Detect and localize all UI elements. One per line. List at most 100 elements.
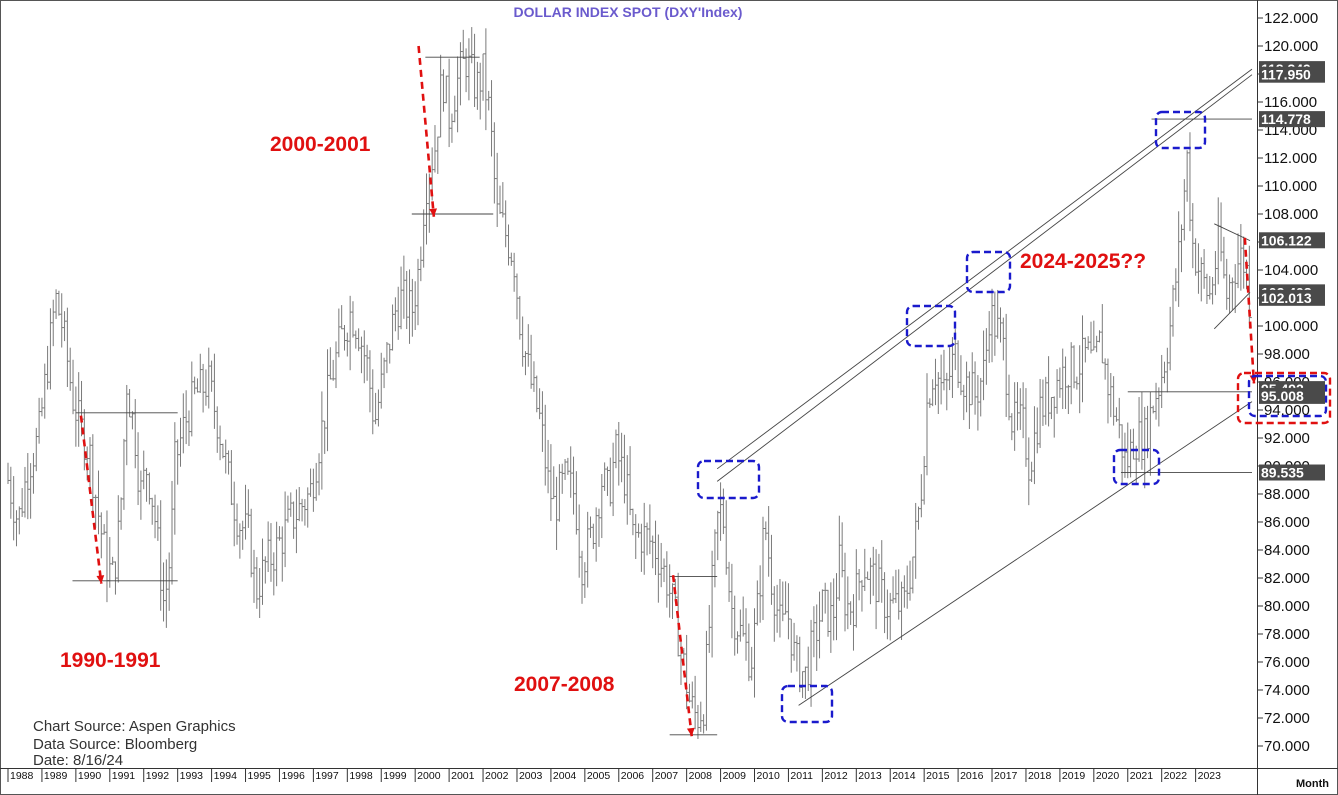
x-tick-label: 1988: [10, 770, 34, 782]
x-tick-label: 2003: [519, 770, 543, 782]
x-tick-label: 1998: [349, 770, 373, 782]
date-text: Date: 8/16/24: [33, 752, 123, 769]
blue-box-2021: [1112, 448, 1161, 486]
y-tick-label: 82.000: [1264, 570, 1310, 587]
blue-box-2022: [1154, 110, 1207, 150]
x-tick-label: 2017: [994, 770, 1018, 782]
x-tick-label: 1989: [44, 770, 68, 782]
price-badge: [1259, 464, 1325, 481]
x-tick-label: 2014: [892, 770, 916, 782]
y-tick-label: 92.000: [1264, 430, 1310, 447]
x-tick-label: 2012: [824, 770, 848, 782]
y-tick-label: 78.000: [1264, 626, 1310, 643]
x-tick-label: 1997: [315, 770, 339, 782]
y-tick-label: 84.000: [1264, 542, 1310, 559]
x-tick-label: 2016: [960, 770, 984, 782]
x-tick-label: 2013: [858, 770, 882, 782]
x-tick-label: 2010: [757, 770, 781, 782]
price-badge-label: 106.122: [1261, 232, 1312, 248]
y-tick-label: 80.000: [1264, 598, 1310, 615]
x-tick-label: 2020: [1096, 770, 1120, 782]
price-badge-label: 89.535: [1261, 465, 1304, 481]
x-tick-label: 1991: [112, 770, 136, 782]
blue-box-2008: [696, 459, 761, 500]
x-tick-label: 2009: [723, 770, 747, 782]
y-tick-label: 110.000: [1264, 178, 1317, 195]
period-label-1990: 1990-1991: [60, 649, 161, 672]
y-tick-label: 122.000: [1264, 10, 1318, 27]
price-badge-label: 114.778: [1261, 111, 1311, 127]
red-box-2024: [1236, 371, 1332, 425]
trend-lines: [72, 56, 1253, 736]
blue-box-2011: [780, 684, 834, 724]
x-tick-label: 1992: [146, 770, 170, 782]
y-tick-label: 86.000: [1264, 514, 1310, 531]
triangle-top-line: [1214, 223, 1251, 242]
x-tick-label: 2006: [621, 770, 645, 782]
x-tick-label: 1996: [281, 770, 305, 782]
period-label-2007: 2007-2008: [514, 673, 615, 696]
y-tick-label: 104.000: [1264, 262, 1318, 279]
annotations: [79, 45, 1332, 737]
y-tick-label: 98.000: [1264, 346, 1310, 363]
chart-source-text: Chart Source: Aspen Graphics: [33, 718, 236, 735]
blue-box-2015: [905, 304, 957, 348]
x-tick-label: 2023: [1198, 770, 1222, 782]
period-label-2000: 2000-2001: [270, 133, 371, 156]
triangle-bottom-line: [1213, 292, 1251, 330]
price-badge: [1259, 111, 1325, 128]
red-arrow-2000-head: [429, 208, 438, 217]
blue-box-2016: [965, 250, 1012, 294]
price-badge: [1259, 66, 1325, 83]
frequency-label: Month: [1296, 778, 1329, 790]
chart-title: DOLLAR INDEX SPOT (DXY'Index): [514, 4, 743, 20]
x-tick-label: 1995: [248, 770, 272, 782]
price-badge-label: 117.950: [1261, 67, 1311, 83]
red-arrow-1990: [79, 415, 103, 584]
x-tick-label: 1999: [383, 770, 407, 782]
x-tick-label: 2002: [485, 770, 509, 782]
y-tick-label: 120.000: [1264, 38, 1318, 55]
x-tick-label: 1990: [78, 770, 102, 782]
x-tick-label: 2005: [587, 770, 611, 782]
upper-channel-line-2: [716, 74, 1253, 482]
upper-channel-line: [716, 68, 1253, 470]
x-tick-label: 1994: [214, 770, 238, 782]
y-tick-label: 74.000: [1264, 682, 1310, 699]
red-arrow-2007-head: [686, 727, 695, 737]
data-source-text: Data Source: Bloomberg: [33, 736, 197, 753]
price-badge-label: 102.013: [1261, 290, 1312, 306]
x-axis-ticks: 1988 1989 1990 1991 1992 1993 1994 1995 1996 1997…: [7, 768, 1222, 782]
red-arrow-2007: [671, 575, 694, 737]
x-tick-label: 2021: [1130, 770, 1154, 782]
red-arrow-2000: [417, 45, 436, 217]
red-arrow-2024: [1243, 237, 1256, 384]
y-tick-label: 70.000: [1264, 738, 1310, 755]
red-arrow-1990-head: [96, 575, 105, 584]
y-tick-label: 94.000: [1264, 402, 1310, 419]
y-tick-label: 112.000: [1264, 150, 1317, 167]
period-label-2024: 2024-2025??: [1020, 250, 1146, 273]
x-tick-label: 2001: [451, 770, 475, 782]
price-badge-label: 95.008: [1261, 388, 1304, 404]
x-tick-label: 2015: [926, 770, 950, 782]
x-tick-label: 2011: [790, 770, 813, 782]
price-badge: [1259, 232, 1325, 249]
price-badge: [1259, 387, 1325, 404]
y-tick-label: 72.000: [1264, 710, 1310, 727]
y-tick-label: 116.000: [1264, 94, 1317, 111]
y-tick-label: 88.000: [1264, 486, 1310, 503]
x-tick-label: 1993: [180, 770, 204, 782]
x-tick-label: 2008: [689, 770, 713, 782]
x-tick-label: 2004: [553, 770, 577, 782]
lower-channel-line: [798, 401, 1253, 706]
x-tick-label: 2022: [1164, 770, 1188, 782]
x-tick-label: 2018: [1028, 770, 1052, 782]
x-tick-label: 2000: [417, 770, 441, 782]
x-tick-label: 2007: [655, 770, 679, 782]
x-tick-label: 2019: [1062, 770, 1086, 782]
y-tick-label: 100.000: [1264, 318, 1318, 335]
y-tick-label: 76.000: [1264, 654, 1310, 671]
